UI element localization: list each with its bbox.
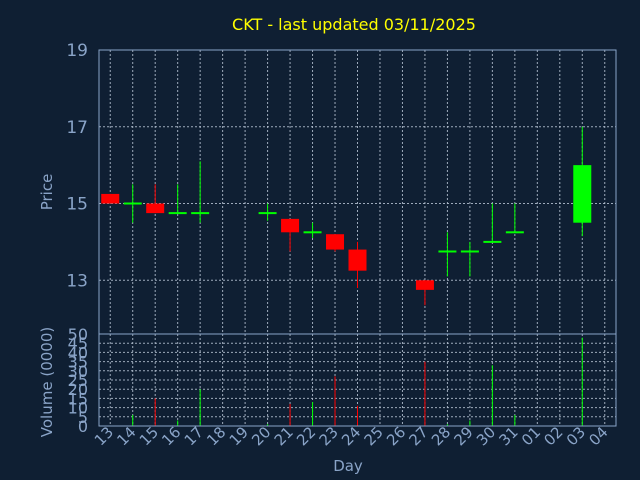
price-axis-ticks: 13 15 17 19 (66, 41, 88, 291)
candle-body (438, 250, 457, 253)
candle-body (348, 249, 367, 271)
volume-plot-frame (98, 333, 617, 427)
volume-tick-label: 45 (68, 334, 88, 353)
candle-body (168, 212, 187, 215)
volume-tick-label: 40 (68, 343, 88, 362)
price-tick-label: 19 (66, 41, 88, 61)
price-tick-label: 15 (66, 195, 88, 215)
price-axis-title: Price (38, 174, 56, 211)
candle-body (573, 165, 592, 223)
volume-tick-label: 20 (68, 380, 88, 399)
candle-body (258, 212, 277, 215)
volume-tick-label: 35 (68, 353, 88, 372)
volume-tick-label: 15 (68, 389, 88, 408)
candle-body (281, 218, 300, 233)
volume-bars (132, 337, 583, 426)
candle-body (505, 231, 524, 234)
candles (101, 126, 592, 306)
candle-body (483, 240, 502, 243)
chart-title: CKT - last updated 03/11/2025 (232, 15, 476, 34)
day-axis-title: Day (333, 457, 363, 475)
day-tick-label: 04 (585, 423, 611, 449)
candle-body (101, 193, 120, 204)
price-tick-label: 17 (66, 118, 88, 138)
volume-tick-label: 10 (68, 399, 88, 418)
day-axis-ticks: 1314151617181920212223242526272829303101… (91, 423, 612, 449)
candle-body (303, 231, 322, 234)
price-grid (99, 49, 616, 334)
volume-tick-label: 50 (68, 325, 88, 344)
candle-body (415, 280, 434, 290)
volume-tick-label: 0 (78, 417, 88, 436)
candle-body (146, 203, 165, 214)
volume-tick-label: 5 (78, 408, 88, 427)
volume-tick-label: 25 (68, 371, 88, 390)
price-tick-label: 13 (66, 271, 88, 291)
volume-axis-title: Volume (0000) (38, 327, 56, 437)
candle-body (123, 202, 142, 205)
candle-body (191, 212, 210, 215)
candle-body (326, 234, 345, 250)
candle-body (460, 250, 479, 253)
volume-tick-label: 30 (68, 362, 88, 381)
